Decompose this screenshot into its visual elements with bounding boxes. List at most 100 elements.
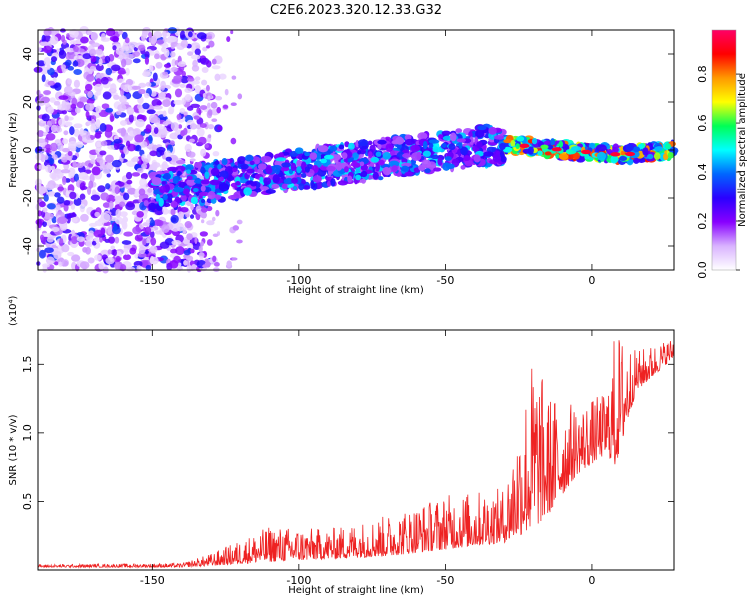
spectrogram-cell [111, 159, 122, 168]
spectrogram-cell [113, 222, 118, 232]
spectrogram-cell [87, 91, 93, 98]
spectrogram-y-ticks: -40 -20 0 20 40 [21, 47, 674, 255]
spectrogram-cell [230, 137, 237, 145]
spectrogram-cell [206, 220, 215, 226]
spectrogram-cell [119, 264, 127, 272]
spectrogram-cell [104, 129, 113, 138]
spectrogram-cell [200, 179, 210, 185]
spectrogram-cell [244, 154, 254, 162]
spectrogram-cell [56, 196, 65, 204]
spectrogram-cell [43, 212, 54, 220]
spectrogram-cell [298, 183, 305, 191]
spectrogram-cell [72, 160, 77, 169]
spectrogram-cell [54, 261, 59, 266]
spectrogram-cell [127, 187, 137, 195]
spectrogram-peak [581, 149, 592, 155]
spectrogram-cell [159, 185, 166, 194]
snr-x-tick-label: 0 [588, 574, 595, 587]
spectrogram-cell [231, 75, 237, 80]
spectrogram-cell [91, 240, 97, 246]
spectrogram-cell [59, 222, 68, 231]
spectrogram-cell [170, 43, 175, 50]
spectrogram-cell [35, 178, 43, 187]
spectrogram-cell [150, 237, 157, 246]
spectrogram-cell [89, 65, 96, 72]
spectrogram-cell [99, 150, 107, 156]
spectrogram-cell [137, 104, 143, 110]
spectrogram-cell [49, 35, 59, 45]
spectrogram-cell [190, 80, 200, 85]
spectrogram-cell [198, 245, 203, 253]
spectrogram-cell [198, 252, 205, 258]
spectrogram-cell [49, 97, 56, 103]
spectrogram-cell [550, 138, 556, 146]
spectrogram-cell [51, 226, 60, 233]
spectrogram-cell [141, 163, 148, 170]
spectrogram-cell [105, 67, 113, 76]
colorbar-tick-label: 0.2 [696, 212, 709, 230]
spectrogram-cell [74, 107, 81, 114]
spectrogram-cell [338, 144, 345, 150]
spectrogram-cell [204, 171, 210, 180]
spectrogram-cell [135, 119, 145, 128]
spectrogram-cell [180, 130, 186, 137]
spectrogram-cell [161, 224, 170, 233]
spectrogram-cell [209, 179, 220, 186]
spectrogram-cell [95, 63, 104, 72]
spectrogram-cell [180, 194, 187, 202]
spectrogram-cell [180, 207, 189, 213]
spectrogram-cell [555, 153, 560, 159]
spectrogram-cell [118, 30, 124, 35]
spectrogram-cell [152, 225, 159, 231]
spectrogram-cell [57, 216, 67, 224]
spectrogram-cell [189, 214, 195, 219]
colorbar-label: Normalized spectral amplitude [737, 73, 748, 227]
spectrogram-cell [183, 260, 188, 266]
spectrogram-cell [201, 66, 209, 73]
spectrogram-cell [460, 165, 466, 170]
spectrogram-cell [45, 256, 55, 265]
spectrogram-cell [300, 173, 307, 178]
spectrogram-cell [110, 245, 115, 250]
spectrogram-cell [169, 140, 175, 146]
spectrogram-cell [76, 141, 84, 148]
spectrogram-cell [90, 31, 99, 41]
spectrogram-cell [186, 175, 193, 181]
spectrogram-cell [106, 173, 111, 178]
spectrogram-cell [230, 102, 237, 106]
spectrogram-cell [329, 145, 338, 152]
spectrogram-cell [85, 240, 94, 248]
spectrogram-cell [437, 134, 444, 139]
spectrogram-cell [404, 171, 414, 177]
spectrogram-cell [156, 219, 164, 227]
spectrogram-cell [100, 76, 109, 85]
spectrogram-cell [473, 154, 481, 163]
spectrogram-cell [537, 150, 543, 156]
spectrogram-cell [36, 105, 41, 111]
spectrogram-cell [43, 90, 52, 95]
spectrogram-cell [163, 48, 170, 58]
spectrogram-cell [347, 175, 353, 183]
spectrogram-cell [174, 88, 183, 98]
spectrogram-cell [464, 159, 474, 167]
spectrogram-cell [142, 222, 150, 227]
spectrogram-cell [493, 135, 505, 140]
spectrogram-cell [79, 193, 86, 201]
spectrogram-cell [138, 82, 147, 88]
spectrogram-cell [100, 140, 108, 147]
spectrogram-cell [126, 160, 136, 167]
spectrogram-cell [145, 264, 152, 271]
spectrogram-cell [148, 50, 155, 56]
spectrogram-cell [382, 152, 391, 160]
spectrogram-cell [96, 156, 104, 163]
spectrogram-cell [97, 185, 106, 193]
spectrogram-x-tick-label: -100 [286, 274, 311, 287]
snr-y-ticks: 0.5 1.0 1.5 [21, 356, 674, 510]
spectrogram-cell [290, 162, 297, 172]
spectrogram-cell [145, 82, 152, 87]
spectrogram-cell [85, 102, 95, 112]
spectrogram-cell [642, 147, 649, 156]
spectrogram-cell [126, 107, 135, 116]
spectrogram-cell [194, 76, 201, 81]
